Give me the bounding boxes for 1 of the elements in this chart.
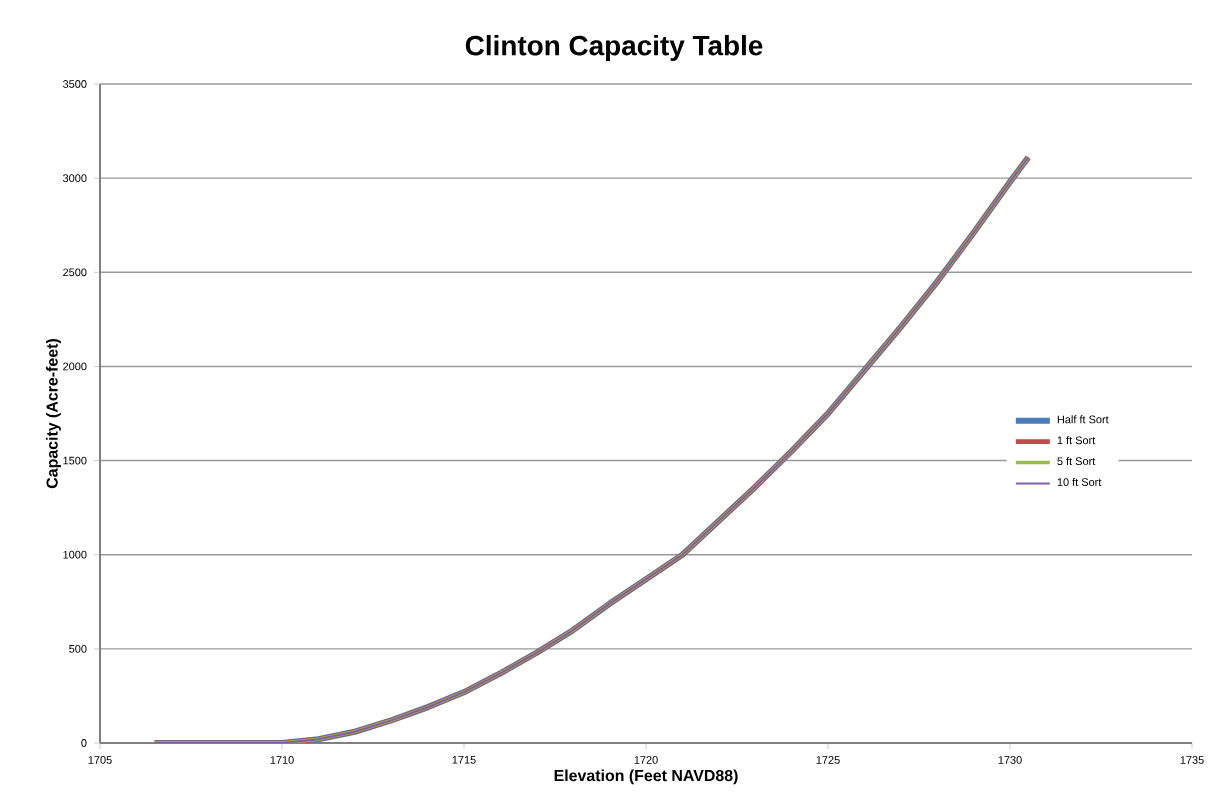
chart-title: Clinton Capacity Table (465, 34, 763, 61)
